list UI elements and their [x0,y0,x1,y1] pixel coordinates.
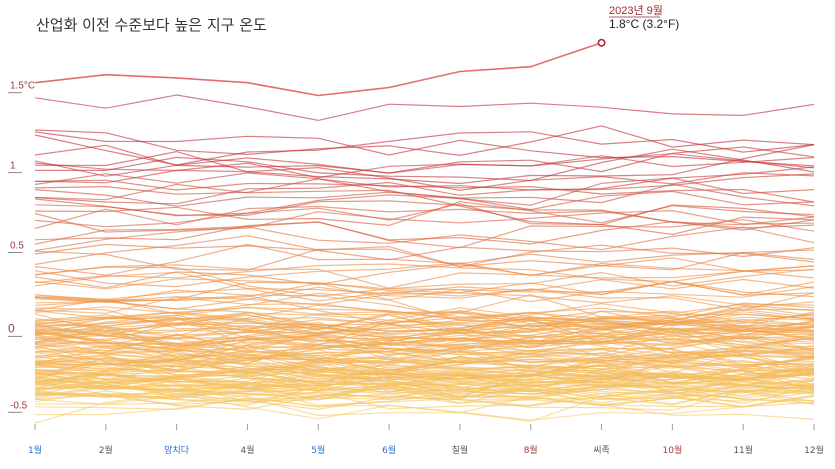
series-line-1936 [34,330,815,361]
x-tick-label: 8월 [524,444,538,456]
series-line-1970 [34,339,815,369]
series-line-2002 [34,209,815,233]
series-line-2005 [34,190,815,217]
series-line-1918 [34,376,815,395]
series-line-1973 [34,307,815,323]
series-line-2008 [34,166,815,192]
series-line-1994 [34,262,815,288]
series-line-2022 [34,144,815,185]
series-line-1966 [34,310,815,345]
series-line-2001 [34,203,815,236]
y-axis: 1.5°C 1 0.5 0 -0.5 [8,81,35,413]
series-line-1983 [34,271,815,295]
series-line-1995 [34,243,815,276]
series-line-2010 [34,183,815,226]
series-line-2023 [34,94,815,122]
y-tick-label: 0 [8,321,15,335]
highlight-series-line [34,42,602,97]
series-line-1905 [34,369,815,406]
series-line-1992 [34,288,815,311]
series-line-1907 [34,319,815,347]
series-line-2018 [34,144,815,174]
series-line-1894 [34,374,815,404]
series-line-2009 [34,201,815,227]
series-line-1961 [34,328,815,350]
x-tick-label: 씨족 [593,445,610,456]
series-line-2006 [34,220,815,245]
series-line-1972 [34,307,815,345]
series-line-1933 [34,346,815,374]
series-line-2016 [34,131,815,166]
series-line-2015 [34,125,815,157]
series-line-1955 [34,334,815,361]
x-tick-label: 6월 [382,444,396,456]
series-line-1890 [34,382,815,404]
series-line-2013 [34,177,815,206]
series-line-2012 [34,173,815,205]
series-line-1924 [34,360,815,391]
series-line-1982 [34,307,815,331]
series-line-1965 [34,334,815,357]
series-line-2021 [34,166,815,191]
series-line-1913 [34,390,815,408]
series-line-1929 [34,358,815,395]
highlight-value-label: 1.8°C (3.2°F) [609,17,679,31]
series-line-1963 [34,318,815,346]
series-line-1993 [34,280,815,310]
x-tick-label: 11월 [733,444,753,456]
series-line-2017 [35,148,815,182]
x-tick-label: 10월 [663,444,683,456]
series-line-1968 [34,335,815,365]
series-line-2000 [34,243,815,261]
series-line-1990 [34,235,815,268]
series-line-1874 [34,374,815,411]
series-line-1932 [34,331,815,359]
x-tick-label: 5월 [311,444,325,456]
x-tick-label: 망치다 [164,444,190,456]
chart-title: 산업화 이전 수준보다 높은 지구 온도 [36,16,267,34]
y-tick-label: -0.5 [10,400,28,411]
series-line-2019 [34,153,815,179]
x-tick-label: 4월 [240,444,254,456]
series-line-1998 [34,219,815,249]
x-tick-label: 12월 [804,444,824,456]
highlight-layer [34,38,606,97]
y-tick-label: 0.5 [10,241,24,252]
series-line-1985 [34,304,815,337]
series-line-1919 [34,371,815,391]
x-tick-label: 2월 [99,444,113,456]
series-line-1916 [34,349,815,383]
series-line-1996 [34,264,815,289]
annotation: 2023년 9월 1.8°C (3.2°F) [609,4,679,31]
series-line-1962 [34,311,815,343]
series-line-1976 [34,338,815,371]
y-tick-label: 1 [10,161,16,172]
series-line-1991 [34,257,815,289]
series-line-1917 [34,381,815,408]
y-tick-label: 1.5°C [10,81,35,92]
series-line-1999 [34,248,815,271]
series-line-1914 [34,387,815,424]
series-layer [34,94,815,424]
series-line-1969 [34,314,815,344]
series-line-1944 [34,289,815,321]
x-axis: 1월 2월 망치다 4월 5월 6월 칠월 8월 씨족 10월 11월 12월 [28,424,824,456]
x-tick-label: 1월 [28,444,42,456]
series-line-1978 [34,320,815,348]
series-line-2020 [34,131,815,167]
highlight-label: 2023년 9월 [609,4,663,17]
highlight-marker [597,38,606,47]
x-tick-label: 칠월 [452,444,469,456]
series-line-2014 [34,155,815,177]
series-line-1974 [34,329,815,357]
